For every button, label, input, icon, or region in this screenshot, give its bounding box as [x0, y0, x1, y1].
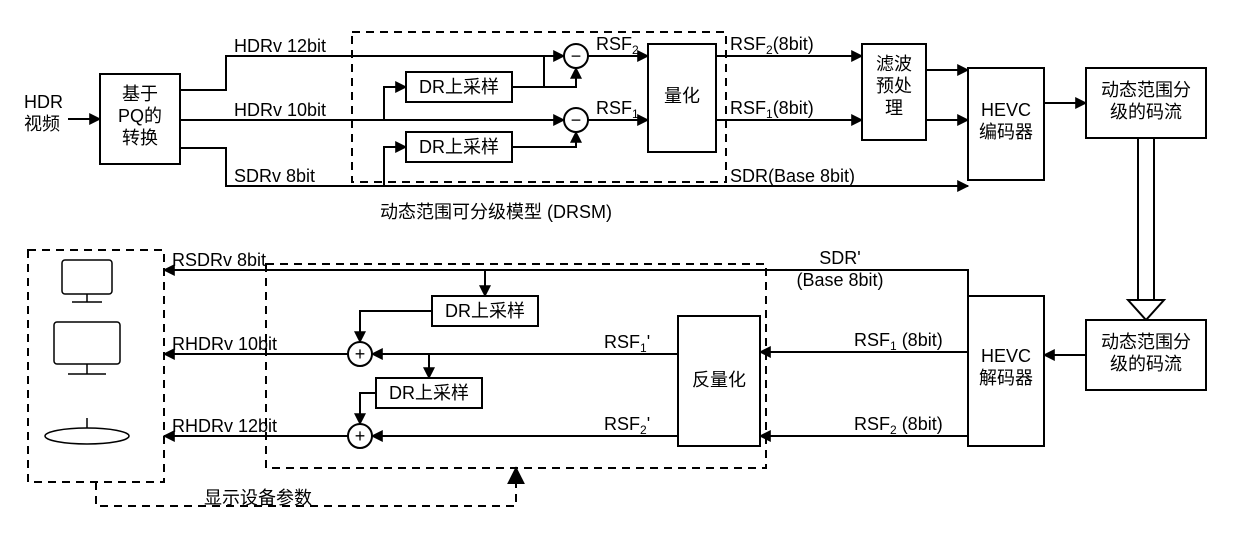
svg-text:RSF1': RSF1' [604, 332, 650, 355]
monitor-icon-2 [54, 322, 120, 374]
hollow-arrow-streams [1128, 138, 1164, 320]
svg-text:滤波: 滤波 [876, 54, 912, 74]
svg-text:编码器: 编码器 [979, 122, 1033, 142]
displays-box [28, 250, 164, 482]
quantize-box: 量化 [648, 44, 716, 152]
svg-text:RSF2 (8bit): RSF2 (8bit) [854, 414, 943, 437]
hevc-encoder-box: HEVC 编码器 [968, 68, 1044, 180]
pq-transform-box: 基于 PQ的 转换 [100, 74, 180, 164]
svg-text:RSF2': RSF2' [604, 414, 650, 437]
label-hdrv10: HDRv 10bit [234, 100, 326, 120]
svg-text:级的码流: 级的码流 [1110, 354, 1182, 374]
label-rsf1-8bit-dec: RSF1 (8bit) [854, 330, 943, 353]
label-rhdrv12: RHDRv 12bit [172, 416, 277, 436]
svg-text:RSF2(8bit): RSF2(8bit) [730, 34, 814, 57]
monitor-icon-1 [62, 260, 112, 302]
drup2-to-sub2 [512, 132, 576, 147]
label-rsf2-8bit: RSF2(8bit) [730, 34, 814, 57]
svg-text:解码器: 解码器 [979, 368, 1033, 388]
svg-text:(Base 8bit): (Base 8bit) [796, 270, 883, 290]
svg-text:SDR': SDR' [819, 248, 860, 268]
label-sdrv8: SDRv 8bit [234, 166, 315, 186]
label-sdr-base: SDR(Base 8bit) [730, 166, 855, 186]
svg-text:级的码流: 级的码流 [1110, 102, 1182, 122]
svg-text:−: − [571, 110, 582, 130]
label-rsf1-prime: RSF1' [604, 332, 650, 355]
label-rsf1: RSF1 [596, 98, 639, 121]
subtract-circle-2: − [564, 108, 588, 132]
tap-hdrv10-to-drup1 [384, 87, 406, 120]
add-circle-1: + [348, 342, 372, 366]
svg-text:视频: 视频 [24, 114, 60, 134]
label-rsf2-8bit-dec: RSF2 (8bit) [854, 414, 943, 437]
svg-text:预处: 预处 [876, 76, 912, 96]
svg-text:DR上采样: DR上采样 [389, 383, 469, 403]
drup-bot2-to-add2 [360, 393, 376, 424]
svg-text:RSF1: RSF1 [596, 98, 639, 121]
svg-text:DR上采样: DR上采样 [419, 77, 499, 97]
label-rsf2: RSF2 [596, 34, 639, 57]
svg-text:DR上采样: DR上采样 [419, 137, 499, 157]
label-rsf2-prime: RSF2' [604, 414, 650, 437]
dr-upsample-top-2: DR上采样 [406, 132, 512, 162]
label-rsdrv8: RSDRv 8bit [172, 250, 266, 270]
svg-text:动态范围分: 动态范围分 [1101, 332, 1191, 352]
svg-text:基于: 基于 [122, 84, 158, 104]
svg-text:RSF1(8bit): RSF1(8bit) [730, 98, 814, 121]
filter-preprocess-box: 滤波 预处 理 [862, 44, 926, 140]
label-rsf1-8bit: RSF1(8bit) [730, 98, 814, 121]
add-circle-2: + [348, 424, 372, 448]
dr-bitstream-box-2: 动态范围分 级的码流 [1086, 320, 1206, 390]
dr-upsample-bot-2: DR上采样 [376, 378, 482, 408]
label-rhdrv10: RHDRv 10bit [172, 334, 277, 354]
svg-text:+: + [355, 344, 366, 364]
svg-text:HEVC: HEVC [981, 100, 1031, 120]
dr-bitstream-box-1: 动态范围分 级的码流 [1086, 68, 1206, 138]
hdr-video-label: HDR 视频 [24, 92, 63, 134]
svg-text:理: 理 [885, 98, 903, 118]
monitor-icon-3 [45, 418, 129, 444]
svg-text:HEVC: HEVC [981, 346, 1031, 366]
hevc-decoder-box: HEVC 解码器 [968, 296, 1044, 446]
svg-text:HDR: HDR [24, 92, 63, 112]
dequantize-box: 反量化 [678, 316, 760, 446]
svg-text:动态范围分: 动态范围分 [1101, 80, 1191, 100]
svg-text:+: + [355, 426, 366, 446]
svg-text:RSF1 (8bit): RSF1 (8bit) [854, 330, 943, 353]
svg-text:转换: 转换 [122, 128, 158, 148]
svg-text:DR上采样: DR上采样 [445, 301, 525, 321]
drup-bot1-to-add1 [360, 311, 432, 342]
label-display-param: 显示设备参数 [204, 488, 312, 508]
dr-upsample-top-1: DR上采样 [406, 72, 512, 102]
drsm-caption: 动态范围可分级模型 (DRSM) [380, 202, 612, 222]
drup1-to-sub1 [512, 56, 564, 87]
svg-text:量化: 量化 [664, 86, 700, 106]
svg-text:反量化: 反量化 [692, 370, 746, 390]
subtract-circle-1: − [564, 44, 588, 68]
svg-text:RSF2: RSF2 [596, 34, 639, 57]
label-hdrv12: HDRv 12bit [234, 36, 326, 56]
dr-upsample-bot-1: DR上采样 [432, 296, 538, 326]
svg-text:−: − [571, 46, 582, 66]
svg-text:PQ的: PQ的 [118, 106, 162, 126]
tap-sdr-to-drup2 [384, 147, 406, 186]
